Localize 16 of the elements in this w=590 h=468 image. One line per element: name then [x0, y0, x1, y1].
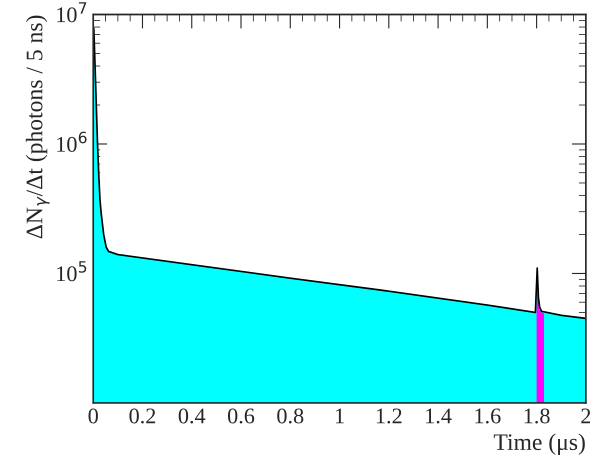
x-tick-label: 0.8: [277, 408, 304, 424]
x-tick-label: 0.6: [228, 408, 254, 424]
x-tick-label: 1.2: [376, 408, 402, 424]
x-axis-title: Time (μs): [494, 434, 585, 455]
x-tick-label: 0.4: [178, 408, 206, 424]
x-tick-label: 1: [336, 408, 344, 424]
y-tick-label: 10$^{6}$: [57, 132, 87, 152]
x-tick-label: 0.2: [129, 408, 156, 424]
x-tick-label: 1.8: [524, 408, 550, 424]
y-tick-label: 10$^{5}$: [57, 261, 86, 282]
x-tick-label: 1.4: [426, 408, 452, 424]
y-axis-title: ΔN$_{γ}$/Δt (photons / 5 ns): [26, 16, 50, 238]
x-tick-label: 0: [88, 408, 98, 424]
x-tick-label: 2: [581, 408, 590, 424]
x-tick-label: 1.6: [475, 408, 501, 424]
y-tick-label: 10$^{7}$: [57, 2, 86, 22]
